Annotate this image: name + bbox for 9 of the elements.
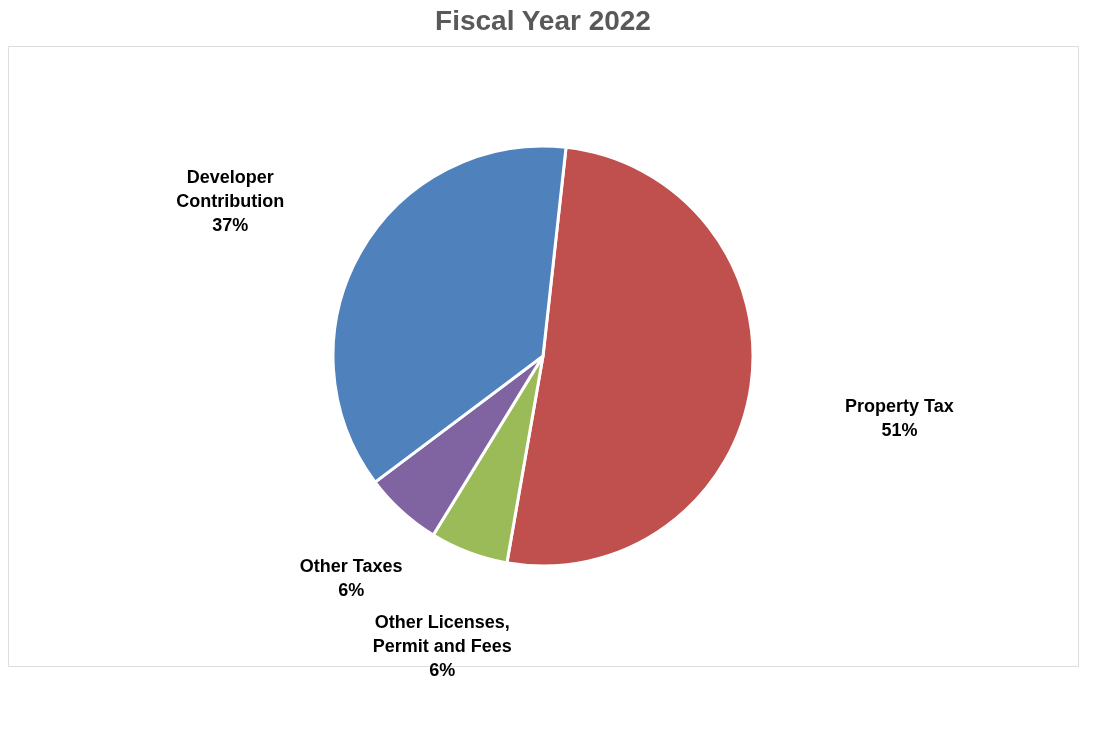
data-label: 6%	[429, 659, 456, 680]
data-label: 51%	[881, 419, 918, 440]
slice-label: Other Taxes	[299, 555, 403, 576]
slice-label: Property Tax	[845, 395, 954, 416]
chart-title: Fiscal Year 2022	[435, 5, 651, 36]
slice-label: Developer Contribution	[176, 166, 285, 211]
slice-label: Other Licenses, Permit and Fees	[372, 611, 512, 656]
data-label: 37%	[212, 214, 249, 235]
data-label: 6%	[338, 579, 365, 600]
